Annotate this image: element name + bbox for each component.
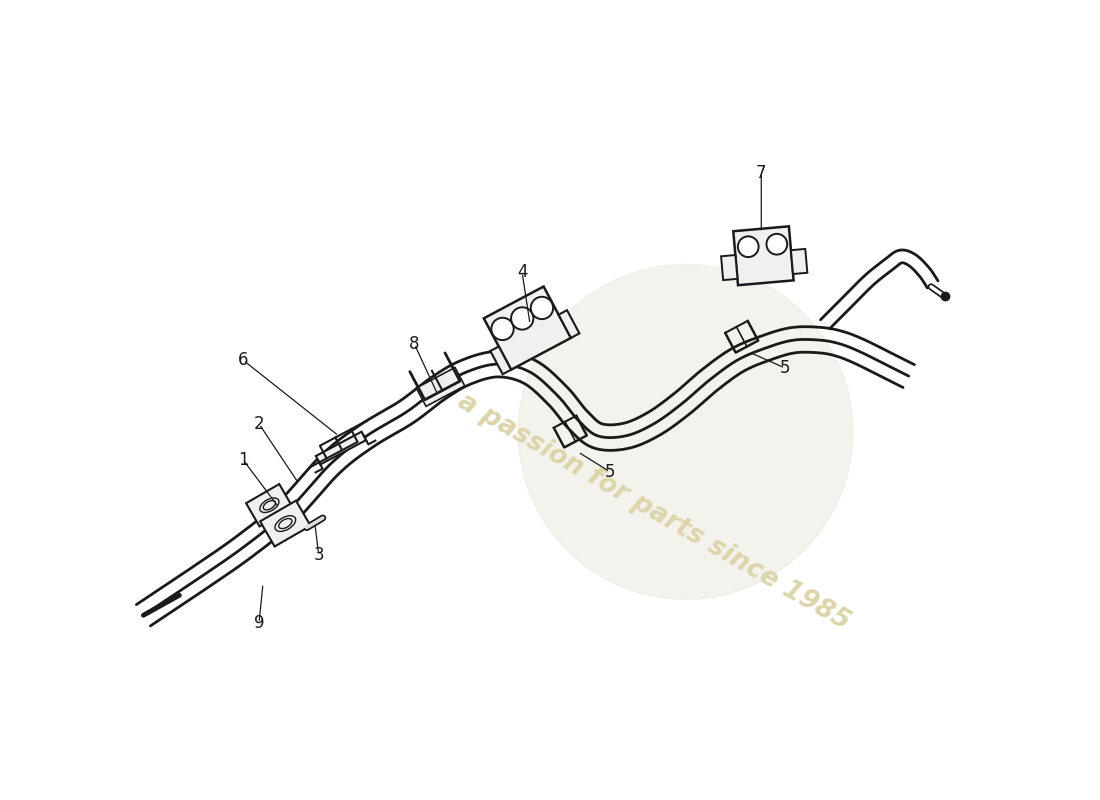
- Polygon shape: [246, 484, 293, 526]
- Polygon shape: [791, 249, 807, 274]
- Polygon shape: [559, 310, 580, 338]
- Polygon shape: [416, 367, 464, 406]
- Text: 1: 1: [238, 450, 249, 469]
- Text: 4: 4: [517, 263, 527, 282]
- Text: 9: 9: [254, 614, 264, 632]
- Polygon shape: [734, 226, 793, 286]
- Text: 7: 7: [756, 164, 767, 182]
- Circle shape: [518, 265, 852, 599]
- Polygon shape: [722, 255, 737, 280]
- Text: 6: 6: [238, 351, 249, 369]
- Circle shape: [492, 318, 514, 340]
- Polygon shape: [260, 501, 310, 546]
- Circle shape: [512, 307, 534, 330]
- Circle shape: [738, 236, 759, 257]
- Text: 5: 5: [780, 359, 791, 377]
- Text: 2: 2: [254, 415, 264, 433]
- Text: a passion for parts since 1985: a passion for parts since 1985: [453, 388, 855, 635]
- Text: 5: 5: [605, 462, 615, 481]
- Polygon shape: [316, 432, 366, 465]
- Text: 3: 3: [314, 546, 324, 565]
- Circle shape: [767, 234, 788, 254]
- Text: 8: 8: [409, 335, 420, 353]
- Circle shape: [531, 297, 553, 319]
- Polygon shape: [491, 346, 512, 374]
- Polygon shape: [484, 286, 571, 370]
